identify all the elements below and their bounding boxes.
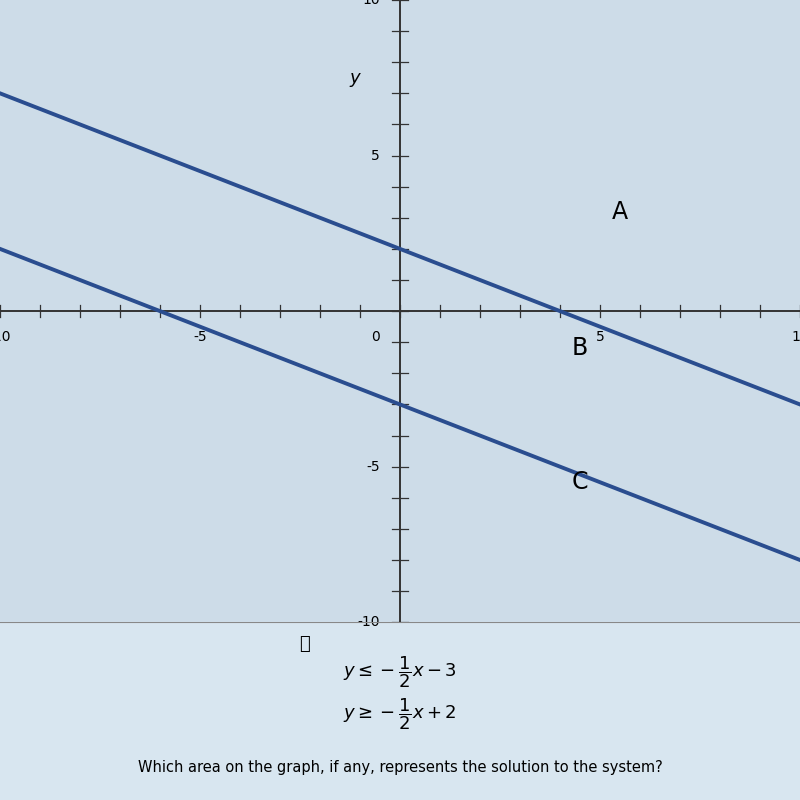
Text: B: B (572, 337, 588, 361)
Text: 10: 10 (791, 330, 800, 344)
Text: 0: 0 (371, 330, 380, 344)
Text: 10: 10 (362, 0, 380, 7)
Text: -10: -10 (358, 615, 380, 630)
Text: -5: -5 (366, 460, 380, 474)
Text: A: A (612, 199, 628, 223)
Text: -10: -10 (0, 330, 11, 344)
Text: 🔊: 🔊 (298, 634, 310, 653)
Text: $y \geq -\dfrac{1}{2}x + 2$: $y \geq -\dfrac{1}{2}x + 2$ (343, 697, 457, 733)
Text: C: C (572, 470, 588, 494)
Text: 5: 5 (371, 149, 380, 162)
Text: y: y (350, 69, 360, 86)
Text: $y \leq -\dfrac{1}{2}x - 3$: $y \leq -\dfrac{1}{2}x - 3$ (343, 654, 457, 690)
Text: Which area on the graph, if any, represents the solution to the system?: Which area on the graph, if any, represe… (138, 761, 662, 775)
Text: -5: -5 (193, 330, 207, 344)
Text: 5: 5 (596, 330, 604, 344)
